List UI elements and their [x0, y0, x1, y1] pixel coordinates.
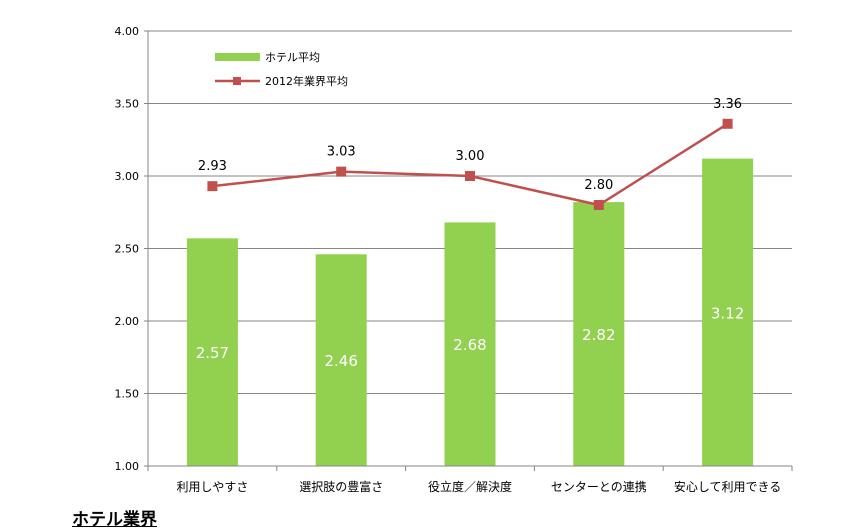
y-tick-label: 2.00: [115, 315, 140, 328]
bar: [702, 158, 754, 466]
line-point: [593, 200, 604, 210]
bar-data-label: 2.68: [453, 336, 486, 354]
line-point: [465, 171, 475, 181]
x-tick-label: 利用しやすさ: [176, 480, 248, 494]
bar: [315, 254, 367, 466]
bar-data-label: 3.12: [711, 304, 744, 322]
bar: [444, 222, 496, 466]
x-axis: 利用しやすさ 選択肢の豊富さ 役立度／解決度 センターとの連携 安心して利用できる: [147, 465, 793, 494]
line-data-label: 2.93: [198, 159, 227, 174]
bar: [573, 202, 625, 466]
y-axis: 1.00 1.50 2.00 2.50 3.00 3.50 4.00: [115, 25, 149, 473]
x-tick-label: 選択肢の豊富さ: [299, 479, 383, 494]
line-data-label: 3.36: [713, 97, 742, 112]
y-tick-label: 2.50: [115, 243, 140, 256]
bar-series: 2.57 2.46 2.68 2.82 3.12: [186, 158, 754, 466]
line-data-label: 2.80: [584, 178, 613, 193]
bar: [186, 238, 238, 466]
line-path: [212, 122, 729, 207]
line-data-label: 3.03: [327, 145, 356, 160]
y-tick-label: 3.00: [115, 170, 140, 183]
y-tick-label: 4.00: [115, 25, 140, 38]
legend-label: 2012年業界平均: [265, 74, 348, 88]
line-point: [336, 166, 347, 177]
bar-data-label: 2.57: [196, 344, 229, 362]
legend: ホテル平均 2012年業界平均: [215, 51, 348, 88]
bar-data-label: 2.82: [582, 326, 615, 344]
legend-label: ホテル平均: [265, 51, 320, 64]
line-data-label: 3.00: [456, 149, 485, 164]
y-tick-label: 3.50: [115, 98, 140, 111]
chart-caption: ホテル業界: [72, 510, 157, 530]
x-tick-label: 安心して利用できる: [674, 479, 781, 494]
line-point: [207, 181, 218, 192]
x-tick-label: センターとの連携: [551, 479, 647, 494]
y-tick-label: 1.00: [115, 460, 140, 473]
legend-swatch-marker: [233, 77, 241, 85]
bar-data-label: 2.46: [324, 352, 357, 370]
x-tick-label: 役立度／解決度: [428, 479, 512, 494]
y-tick-label: 1.50: [115, 388, 140, 401]
chart: 1.00 1.50 2.00 2.50 3.00 3.50 4.00 2.57 2.46 2.6…: [115, 25, 793, 494]
line-point: [722, 118, 733, 129]
legend-swatch-bar: [215, 53, 260, 61]
line-series: 2.93 3.03 3.00 2.80 3.36: [198, 97, 742, 210]
